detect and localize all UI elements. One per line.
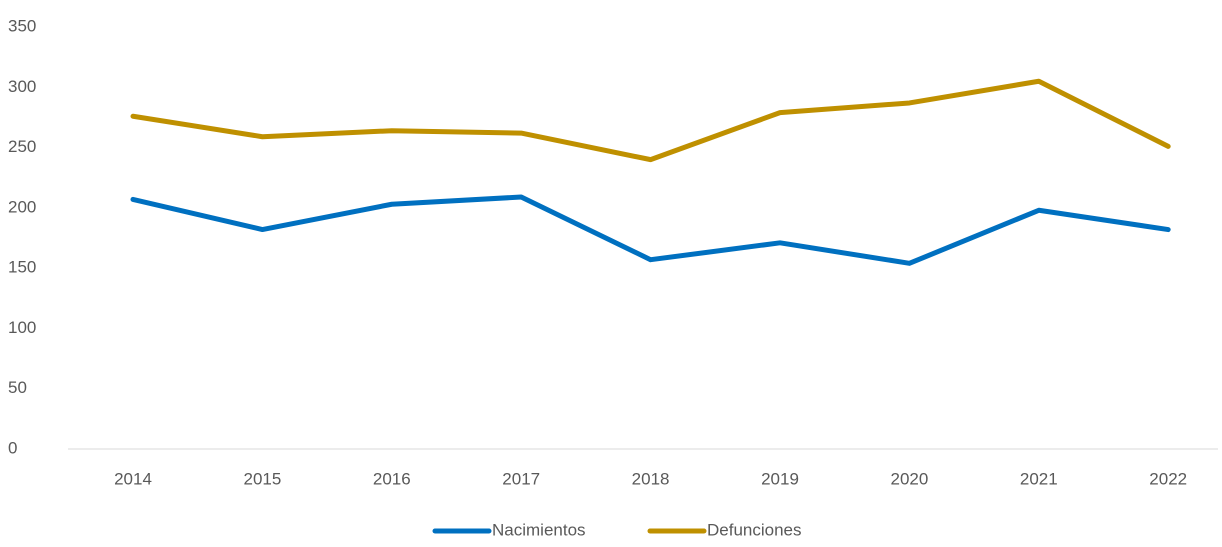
y-tick-label: 100 <box>8 318 36 337</box>
x-tick-label: 2020 <box>890 469 928 488</box>
x-tick-label: 2022 <box>1149 469 1187 488</box>
y-tick-label: 0 <box>8 438 17 457</box>
x-tick-label: 2018 <box>632 469 670 488</box>
y-tick-label: 250 <box>8 137 36 156</box>
x-tick-label: 2016 <box>373 469 411 488</box>
x-tick-label: 2021 <box>1020 469 1058 488</box>
y-tick-label: 200 <box>8 197 36 216</box>
x-tick-label: 2014 <box>114 469 152 488</box>
line-series <box>130 194 1171 266</box>
y-tick-label: 150 <box>8 258 36 277</box>
x-tick-label: 2019 <box>761 469 799 488</box>
y-tick-label: 50 <box>8 378 27 397</box>
x-tick-label: 2015 <box>243 469 281 488</box>
y-tick-label: 300 <box>8 77 36 96</box>
legend-label: Defunciones <box>707 520 802 539</box>
x-tick-label: 2017 <box>502 469 540 488</box>
legend-label: Nacimientos <box>492 520 586 539</box>
y-tick-label: 350 <box>8 16 36 35</box>
line-series <box>130 78 1171 163</box>
